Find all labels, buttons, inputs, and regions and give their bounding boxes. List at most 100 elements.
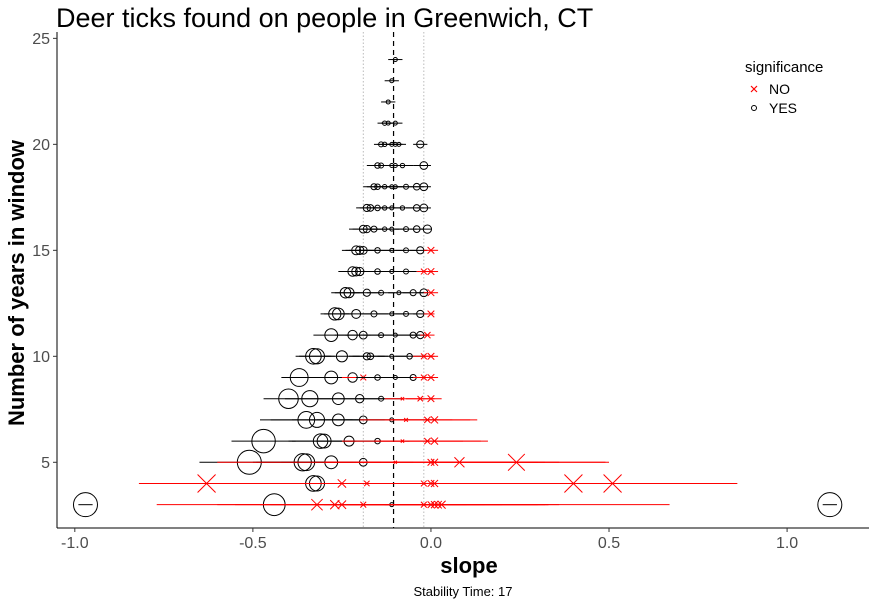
circle-marker: [412, 225, 421, 233]
circle-marker: [403, 247, 409, 254]
non-significant-point: [423, 267, 439, 276]
x-marker: [603, 474, 622, 493]
significant-point: [72, 492, 98, 518]
circle-marker: [403, 226, 409, 233]
circle-marker: [385, 99, 391, 105]
significant-point: [413, 161, 431, 170]
non-significant-point: [391, 416, 478, 424]
non-significant-point: [423, 352, 439, 360]
non-significant-point: [423, 246, 439, 255]
x-tick-label: 0.0: [420, 535, 442, 552]
legend: significance NO YES: [745, 59, 823, 116]
x-marker: [423, 331, 431, 339]
circle-marker: [416, 140, 425, 149]
circle-marker: [389, 353, 395, 359]
circle-marker: [289, 368, 309, 387]
x-marker: [400, 396, 405, 401]
legend-x-marker-icon: [750, 85, 758, 93]
significant-point: [395, 268, 417, 275]
x-marker: [427, 373, 435, 382]
significant-point: [391, 141, 407, 147]
x-marker: [197, 474, 216, 493]
circle-marker: [419, 182, 429, 192]
x-marker: [427, 289, 435, 297]
circle-marker: [399, 205, 406, 211]
significant-point: [416, 182, 431, 192]
non-significant-point: [420, 395, 442, 403]
legend-item-yes: YES: [751, 100, 797, 116]
y-tick-label: 10: [32, 349, 50, 366]
legend-label-no: NO: [769, 81, 790, 97]
legend-label-yes: YES: [769, 100, 797, 116]
caption-stability-time: Stability Time: 17: [414, 584, 513, 599]
x-marker: [417, 395, 424, 402]
x-marker: [427, 246, 435, 255]
x-tick-label: -1.0: [61, 535, 89, 552]
x-marker: [427, 267, 435, 276]
x-axis-title: slope: [440, 553, 497, 578]
x-marker: [427, 395, 435, 403]
circle-marker: [72, 492, 98, 518]
axes: -1.0 -0.5 0.0 0.5 1.0 5 10 15 20 25: [32, 31, 869, 552]
circle-marker: [370, 310, 378, 318]
x-marker: [507, 453, 526, 472]
circle-marker: [396, 141, 402, 147]
y-tick-label: 25: [32, 31, 50, 48]
circle-marker: [392, 375, 398, 381]
y-axis-title: Number of years in window: [4, 139, 29, 426]
circle-marker: [403, 310, 409, 317]
x-tick-label: -0.5: [239, 535, 267, 552]
circle-marker: [409, 289, 417, 297]
circle-marker: [817, 492, 843, 518]
x-tick-label: 0.5: [598, 535, 620, 552]
significant-point: [381, 99, 396, 105]
y-tick-label: 5: [41, 455, 50, 472]
significant-point: [817, 492, 843, 518]
non-significant-point: [502, 474, 738, 493]
circle-marker: [392, 57, 398, 63]
significant-point: [416, 203, 431, 213]
significant-point: [388, 120, 403, 126]
plot-area: [72, 32, 843, 528]
legend-item-no: NO: [750, 81, 790, 97]
non-significant-point: [423, 310, 435, 318]
legend-circle-marker-icon: [751, 105, 757, 111]
x-marker: [430, 437, 439, 445]
circle-marker: [419, 203, 429, 213]
circle-marker: [389, 247, 395, 253]
significant-point: [420, 224, 433, 234]
non-significant-point: [381, 437, 488, 445]
circle-marker: [419, 161, 429, 170]
significant-point: [384, 78, 399, 84]
circle-marker: [389, 311, 395, 317]
significant-point: [388, 57, 403, 63]
circle-marker: [378, 289, 385, 296]
significant-point: [413, 140, 428, 149]
circle-marker: [422, 224, 433, 234]
circle-marker: [399, 162, 406, 169]
circle-marker: [251, 428, 276, 454]
significant-point: [391, 162, 414, 169]
y-tick-label: 15: [32, 243, 50, 260]
chart-title: Deer ticks found on people in Greenwich,…: [56, 3, 593, 33]
x-marker: [427, 352, 435, 360]
circle-marker: [378, 395, 385, 402]
circle-marker: [406, 353, 413, 360]
circle-marker: [335, 350, 348, 363]
x-marker: [430, 416, 439, 424]
non-significant-point: [420, 331, 435, 339]
legend-title: significance: [745, 59, 823, 76]
circle-marker: [392, 120, 398, 126]
circle-marker: [392, 332, 398, 338]
circle-marker: [366, 352, 375, 361]
non-significant-point: [430, 453, 606, 472]
circle-marker: [389, 269, 395, 275]
significant-point: [231, 428, 296, 454]
circle-marker: [389, 78, 395, 84]
circle-marker: [403, 268, 409, 275]
x-tick-label: 1.0: [776, 535, 798, 552]
non-significant-point: [423, 289, 439, 297]
y-tick-label: 20: [32, 137, 50, 154]
non-significant-point: [423, 373, 439, 382]
